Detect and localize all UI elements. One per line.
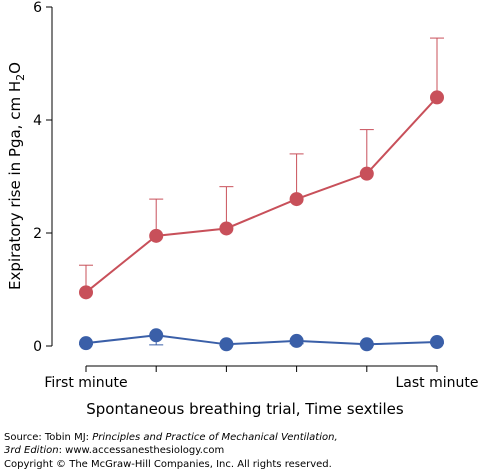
y-tick-label: 4 (33, 113, 42, 129)
copyright: Copyright © The McGraw-Hill Companies, I… (4, 459, 332, 470)
point (359, 337, 374, 352)
source: Source: Tobin MJ: Principles and Practic… (4, 432, 338, 443)
y-tick-label: 6 (33, 0, 42, 16)
x-axis-label: Spontaneous breathing trial, Time sextil… (86, 400, 404, 418)
point (219, 221, 234, 236)
point (79, 285, 93, 300)
point (359, 166, 374, 181)
point (219, 337, 234, 352)
point (289, 192, 304, 207)
x-tick-label: First minute (44, 375, 127, 391)
series-line (85, 96, 438, 294)
y-tick-label: 2 (33, 226, 42, 242)
point (79, 336, 93, 351)
y-tick-label: 0 (33, 339, 42, 355)
x-tick-label: Last minute (396, 375, 479, 391)
series-line (85, 334, 438, 346)
point (149, 328, 164, 343)
point (430, 90, 444, 105)
point (149, 228, 164, 243)
point (430, 335, 444, 350)
source-2: 3rd Edition: www.accessanesthesiology.co… (4, 445, 224, 456)
point (289, 333, 304, 348)
y-axis-label: Expiratory rise in Pga, cm H2O (6, 62, 27, 290)
